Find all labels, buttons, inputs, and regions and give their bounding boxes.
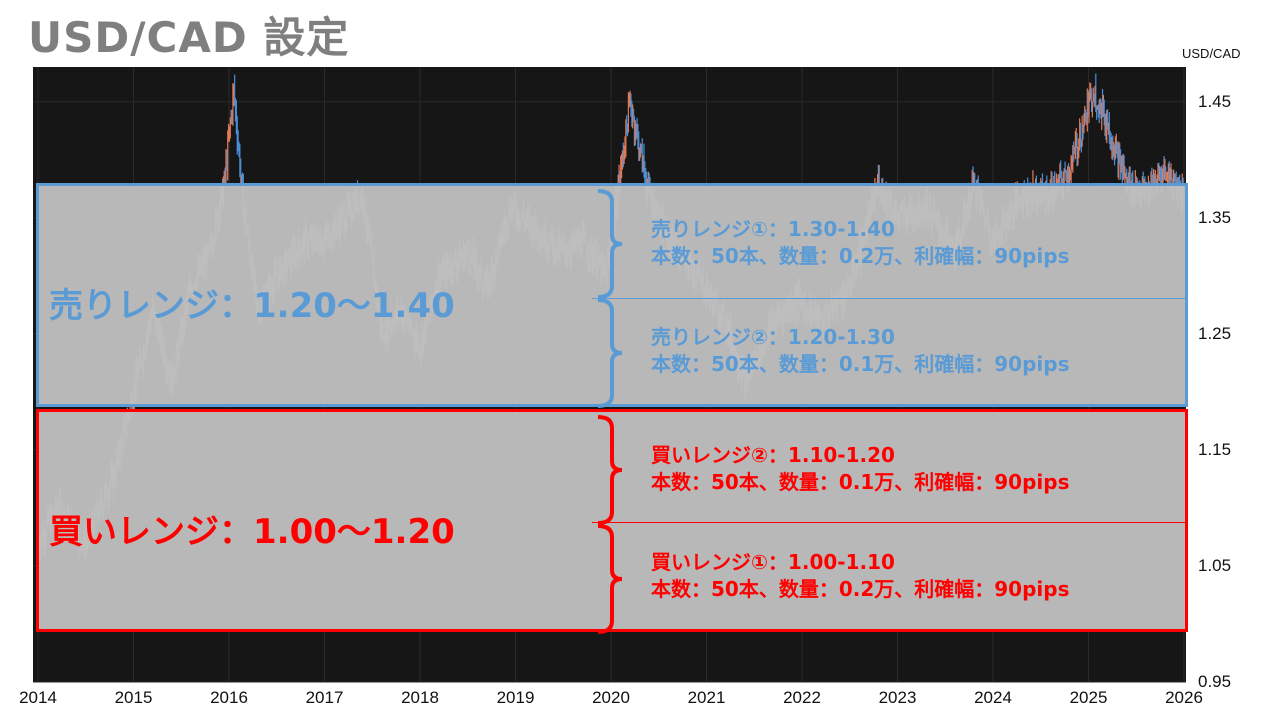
buy-range-1-title: 買いレンジ①：1.00-1.10 [651, 550, 895, 574]
y-tick-label: 1.45 [1198, 91, 1232, 111]
x-tick-label: 2024 [974, 688, 1012, 707]
buy-range-1-detail: 本数：50本、数量：0.2万、利確幅：90pips [651, 577, 1070, 601]
x-tick-label: 2023 [878, 688, 917, 707]
sell-range-2-detail: 本数：50本、数量：0.1万、利確幅：90pips [651, 352, 1070, 376]
x-tick-label: 2020 [592, 688, 630, 707]
y-tick-label: 1.25 [1198, 323, 1232, 343]
x-tick-label: 2015 [114, 688, 153, 707]
buy-range-divider [592, 522, 1188, 523]
x-tick-label: 2017 [305, 688, 344, 707]
sell-range-divider [592, 298, 1188, 299]
x-tick-label: 2026 [1165, 688, 1203, 707]
x-tick-label: 2016 [210, 688, 248, 707]
sell-range-2-info: 売りレンジ②：1.20-1.30 本数：50本、数量：0.1万、利確幅：90pi… [651, 324, 1070, 378]
buy-range-1-info: 買いレンジ①：1.00-1.10 本数：50本、数量：0.2万、利確幅：90pi… [651, 549, 1070, 603]
y-tick-label: 0.95 [1198, 672, 1232, 691]
x-tick-label: 2018 [401, 688, 439, 707]
sell-range-1-title: 売りレンジ①：1.30-1.40 [651, 217, 895, 241]
x-tick-label: 2021 [687, 688, 726, 707]
sell-range-label: 売りレンジ：1.20～1.40 [49, 286, 455, 326]
sell-range-1-info: 売りレンジ①：1.30-1.40 本数：50本、数量：0.2万、利確幅：90pi… [651, 216, 1070, 270]
buy-range-2-detail: 本数：50本、数量：0.1万、利確幅：90pips [651, 470, 1070, 494]
y-tick-label: 1.05 [1198, 555, 1232, 575]
x-tick-label: 2019 [496, 688, 535, 707]
sell-range-2-title: 売りレンジ②：1.20-1.30 [651, 325, 895, 349]
x-tick-label: 2014 [19, 688, 57, 707]
buy-range-2-info: 買いレンジ②：1.10-1.20 本数：50本、数量：0.1万、利確幅：90pi… [651, 442, 1070, 496]
sell-range-box: 売りレンジ：1.20～1.40 売りレンジ①：1.30-1.40 本数：50本、… [36, 183, 1188, 408]
buy-range-label: 買いレンジ：1.00～1.20 [49, 512, 455, 552]
x-tick-label: 2025 [1069, 688, 1108, 707]
sell-range-1-detail: 本数：50本、数量：0.2万、利確幅：90pips [651, 244, 1070, 268]
y-axis-unit-label: USD/CAD [1182, 46, 1241, 61]
buy-range-2-title: 買いレンジ②：1.10-1.20 [651, 443, 895, 467]
y-tick-label: 1.15 [1198, 439, 1232, 459]
sell-brace-icon [597, 189, 623, 408]
buy-range-box: 買いレンジ：1.00～1.20 買いレンジ②：1.10-1.20 本数：50本、… [36, 409, 1188, 634]
page-title: USD/CAD 設定 [28, 13, 350, 62]
x-tick-label: 2022 [783, 688, 821, 707]
buy-brace-icon [597, 415, 623, 634]
y-tick-label: 1.35 [1198, 207, 1232, 227]
